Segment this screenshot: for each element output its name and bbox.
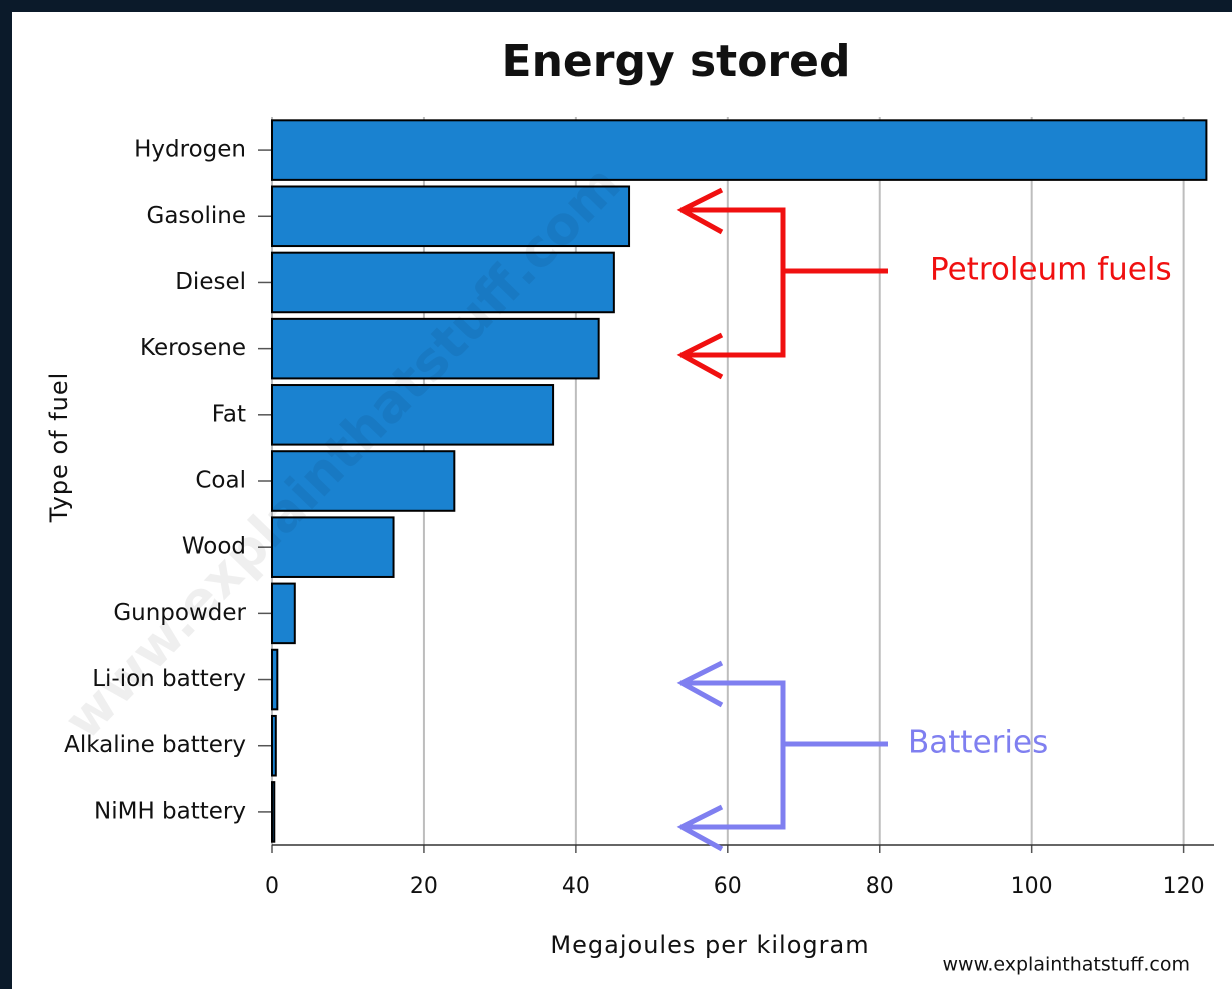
petroleum-bracket: [676, 187, 888, 380]
bar: [271, 516, 395, 578]
y-tick-label: Hydrogen: [134, 137, 246, 163]
y-tick-label: NiMH battery: [94, 798, 246, 824]
bar: [271, 450, 456, 512]
credit: www.explainthatstuff.com: [942, 954, 1190, 976]
bar: [271, 582, 296, 645]
x-tick-label: 60: [714, 874, 742, 899]
y-tick-label: Gunpowder: [113, 600, 246, 626]
bar: [271, 119, 1208, 181]
bar: [271, 714, 277, 777]
x-tick-label: 80: [866, 874, 894, 899]
x-tick-label: 100: [1011, 874, 1053, 899]
annotation: Batteries: [908, 725, 1048, 761]
plot: 0 20 40 60 80 100 120 Hydrogen Gasoline Diesel Ker…: [64, 117, 1214, 899]
annotation: Petroleum fuels: [930, 252, 1172, 288]
y-axis-label: Type of fuel: [45, 372, 73, 524]
x-axis-label: Megajoules per kilogram: [550, 931, 869, 959]
bar: [271, 317, 600, 380]
x-tick-label: 40: [562, 874, 590, 899]
y-tick-label: Coal: [195, 468, 246, 494]
y-tick-label: Fat: [212, 401, 246, 427]
battery-bracket: [676, 660, 888, 852]
y-tick-label: Alkaline battery: [64, 732, 246, 758]
bar: [271, 384, 555, 446]
y-tick-label: Li-ion battery: [92, 666, 246, 692]
x-tick-label: 0: [265, 874, 279, 899]
bar: [271, 185, 631, 248]
chart-title: Energy stored: [502, 36, 851, 87]
x-tick-label: 120: [1163, 874, 1205, 899]
y-tick-label: Wood: [182, 534, 246, 560]
bar: [271, 251, 615, 314]
bar: [271, 648, 279, 711]
bar: [271, 781, 276, 843]
y-tick-label: Kerosene: [140, 335, 246, 361]
y-tick-label: Gasoline: [147, 203, 246, 229]
y-tick-label: Diesel: [175, 269, 246, 295]
x-tick-label: 20: [410, 874, 438, 899]
